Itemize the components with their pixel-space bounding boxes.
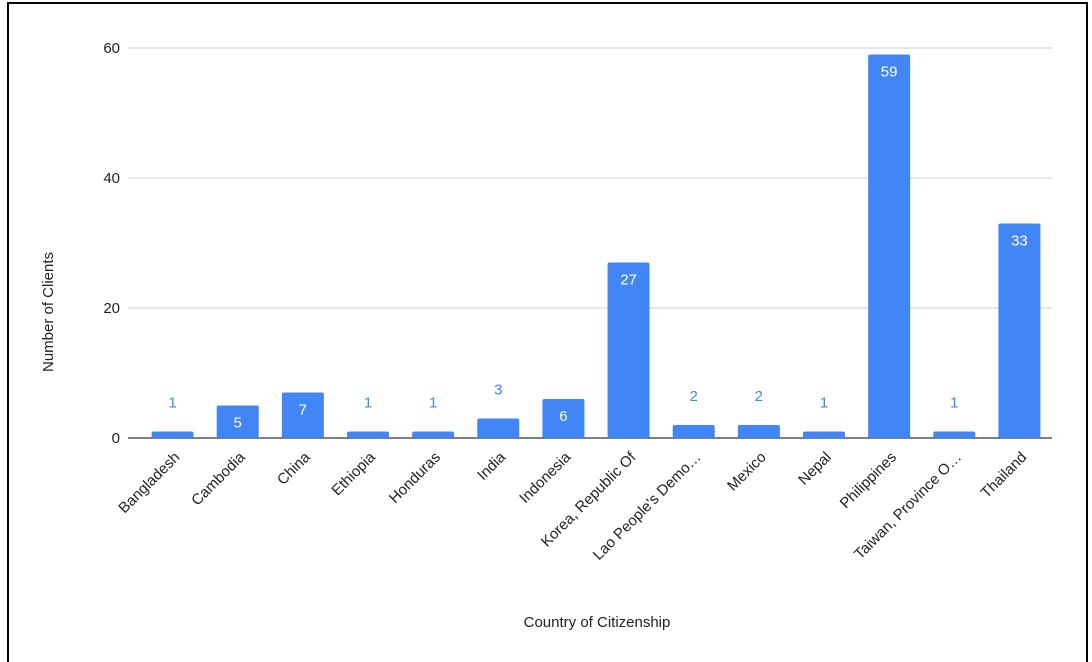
y-axis-ticks: 0 20 40 60 bbox=[103, 40, 120, 447]
bar-value-label: 7 bbox=[299, 402, 307, 419]
y-tick-label: 20 bbox=[103, 300, 120, 317]
bar bbox=[412, 431, 455, 438]
gridlines bbox=[128, 47, 1052, 439]
x-tick-label: Honduras bbox=[386, 449, 444, 507]
x-tick-label: Bangladesh bbox=[115, 449, 183, 517]
y-tick-label: 0 bbox=[112, 430, 120, 447]
x-tick-label: Thailand bbox=[978, 449, 1031, 502]
bar-value-label: 33 bbox=[1011, 233, 1028, 250]
x-axis-ticks: Bangladesh Cambodia China Ethiopia Honduras I… bbox=[115, 448, 1030, 563]
y-axis-title: Number of Clients bbox=[40, 252, 57, 372]
chart-frame bbox=[7, 2, 1088, 662]
x-tick-label: Cambodia bbox=[188, 448, 249, 509]
bar-value-label: 1 bbox=[168, 395, 176, 412]
x-tick-label: Taiwan, Province O… bbox=[851, 449, 965, 563]
x-tick-label: India bbox=[474, 448, 509, 483]
x-tick-label: China bbox=[274, 448, 314, 488]
bar bbox=[933, 431, 976, 438]
bar bbox=[216, 405, 259, 438]
bar bbox=[477, 418, 520, 438]
x-tick-label: Indonesia bbox=[516, 448, 574, 506]
bar bbox=[998, 223, 1041, 438]
bar bbox=[607, 262, 650, 438]
bar bbox=[868, 54, 911, 438]
bar-value-label: 2 bbox=[690, 388, 698, 405]
bar-value-label: 27 bbox=[620, 272, 637, 289]
bar bbox=[151, 431, 194, 438]
bar-value-label: 2 bbox=[755, 388, 763, 405]
x-axis-title: Country of Citizenship bbox=[524, 614, 671, 631]
bar-value-label: 59 bbox=[881, 64, 898, 81]
bar bbox=[281, 392, 324, 438]
x-tick-label: Lao People's Demo… bbox=[590, 449, 705, 564]
bar bbox=[672, 425, 715, 438]
bar-value-label: 1 bbox=[364, 395, 372, 412]
bar-value-label: 6 bbox=[559, 408, 567, 425]
bar bbox=[803, 431, 845, 438]
bar bbox=[347, 431, 389, 438]
bar-value-label: 1 bbox=[429, 395, 437, 412]
x-tick-label: Ethiopia bbox=[328, 448, 379, 499]
bar-value-label: 1 bbox=[950, 395, 958, 412]
bar-value-label: 1 bbox=[820, 395, 828, 412]
bar-value-label: 3 bbox=[494, 382, 502, 399]
data-labels: 1 5 7 1 1 3 6 27 2 2 1 59 1 33 bbox=[168, 64, 1027, 432]
x-tick-label: Philippines bbox=[837, 449, 900, 512]
y-tick-label: 60 bbox=[103, 40, 120, 57]
bar bbox=[542, 399, 585, 438]
bar-value-label: 5 bbox=[234, 415, 242, 432]
x-tick-label: Mexico bbox=[724, 449, 770, 495]
bars bbox=[151, 54, 1041, 438]
y-tick-label: 40 bbox=[103, 170, 120, 187]
x-tick-label: Nepal bbox=[795, 449, 835, 489]
bar bbox=[737, 425, 780, 438]
